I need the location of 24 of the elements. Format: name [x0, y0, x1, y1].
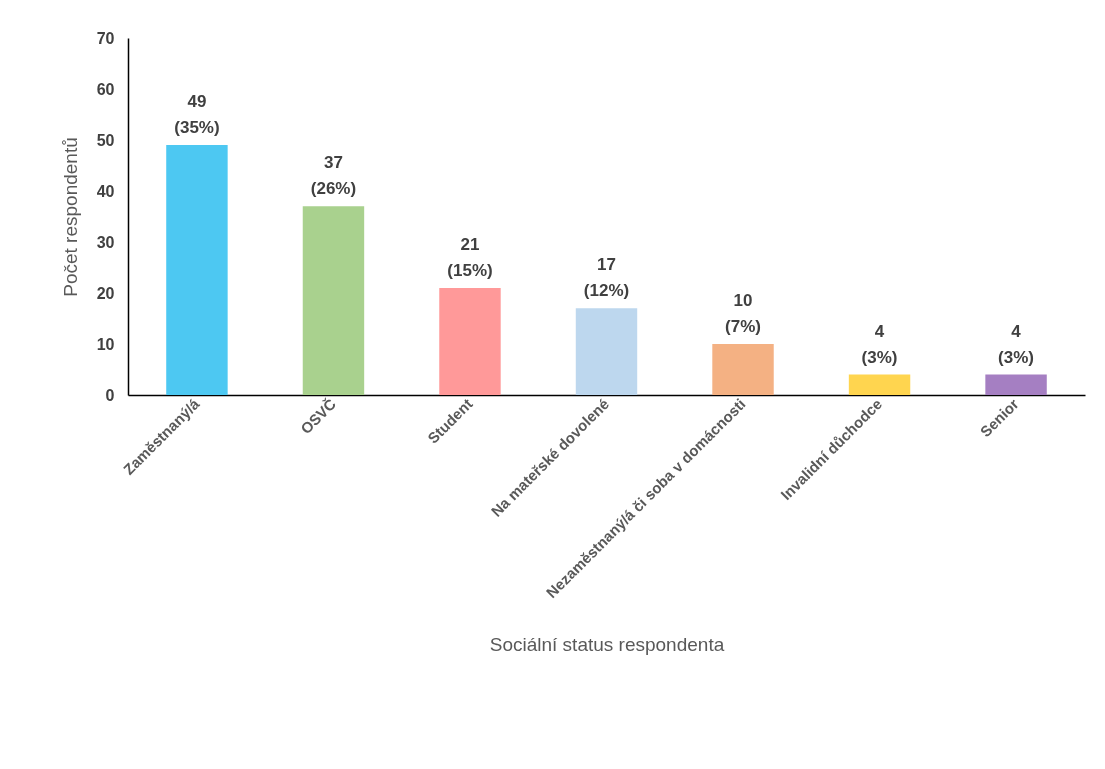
y-tick-label: 30: [96, 233, 115, 251]
y-tick-label: 50: [96, 131, 115, 149]
y-tick-label: 20: [96, 284, 115, 302]
bar: [712, 344, 774, 395]
data-label: 17 (12%): [583, 255, 630, 301]
bar: [848, 374, 911, 395]
y-tick-label: 70: [96, 29, 115, 47]
y-axis-title: Počet respondentů: [59, 137, 81, 297]
y-tick-label: 10: [96, 335, 115, 353]
data-label: 49 (35%): [174, 92, 220, 138]
x-axis-title: Sociální status respondenta: [489, 633, 725, 655]
bar: [439, 287, 501, 395]
y-tick-label: 60: [96, 80, 115, 98]
data-label: 21 (15%): [447, 234, 493, 280]
data-label: 10 (7%): [725, 291, 761, 336]
bar: [166, 145, 228, 395]
bar: [575, 308, 638, 395]
data-label: 4 (3%): [998, 321, 1035, 367]
bar: [985, 374, 1047, 395]
data-label: 4 (3%): [861, 321, 898, 367]
y-tick-label: 40: [96, 182, 115, 200]
y-tick-label: 0: [105, 386, 115, 404]
bar: [302, 206, 365, 395]
data-label: 37 (26%): [310, 153, 357, 199]
